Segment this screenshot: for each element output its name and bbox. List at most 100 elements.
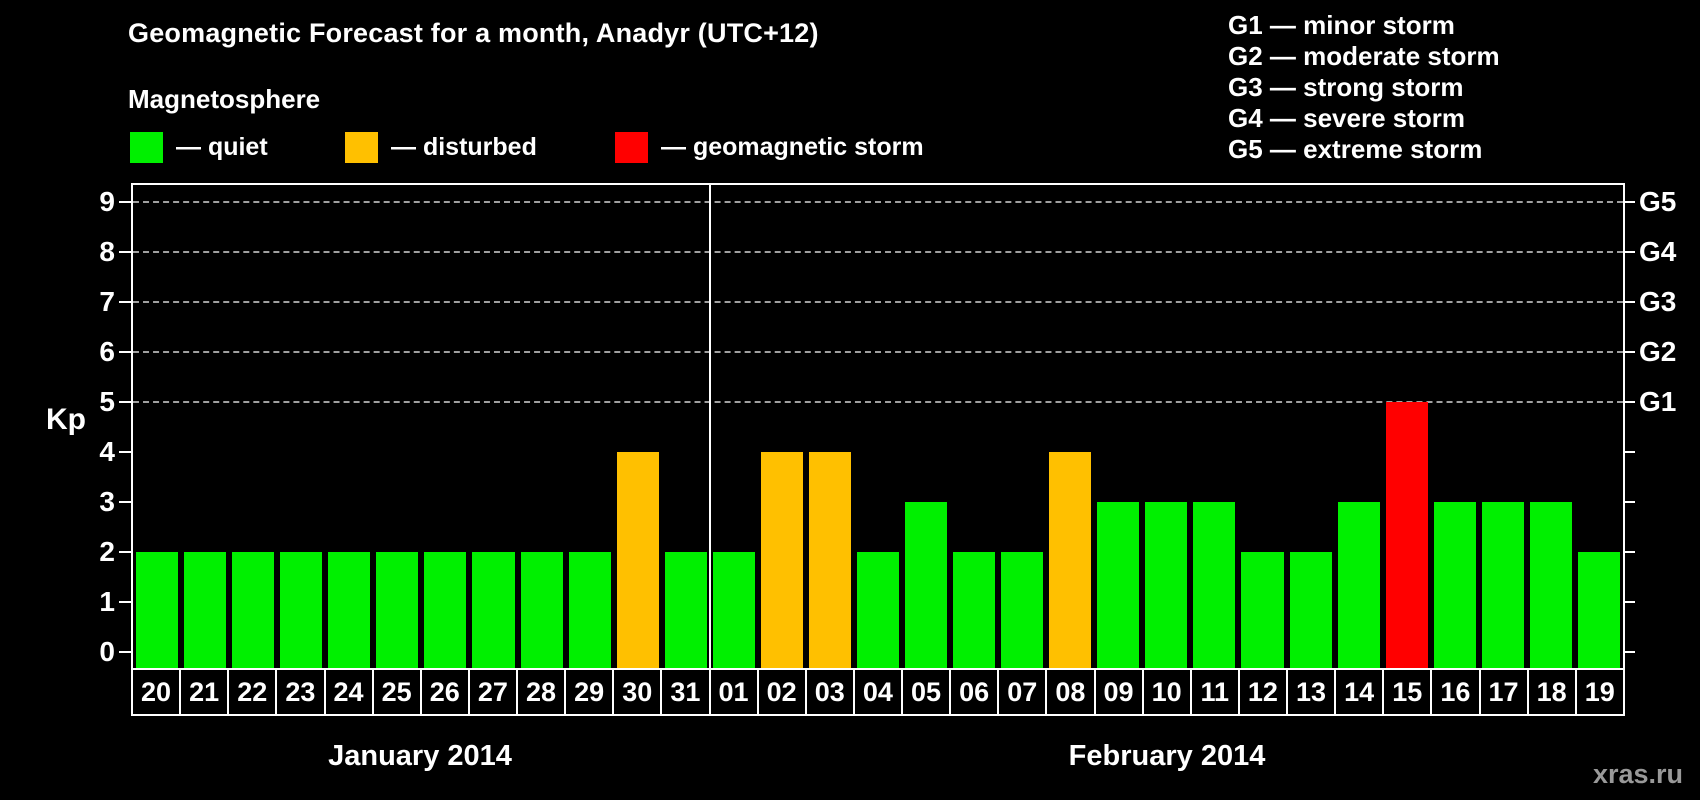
right-axis-tick-9 <box>1623 201 1635 203</box>
kp-bar-day-12-quiet <box>1241 552 1284 668</box>
storm-scale-g5: G5 — extreme storm <box>1228 134 1483 164</box>
date-cell-28: 28 <box>516 668 567 716</box>
right-axis-tick-0 <box>1623 651 1635 653</box>
left-axis-tick-7 <box>119 301 131 303</box>
date-cell-01: 01 <box>708 668 759 716</box>
kp-bar-day-21-quiet <box>184 552 227 668</box>
date-cell-30: 30 <box>612 668 663 716</box>
kp-bar-day-31-quiet <box>664 552 707 668</box>
right-axis-tick-6 <box>1623 351 1635 353</box>
date-cell-23: 23 <box>275 668 326 716</box>
right-axis-tick-3 <box>1623 501 1635 503</box>
date-cell-10: 10 <box>1141 668 1192 716</box>
legend-item-quiet: — quiet <box>130 131 268 163</box>
y-axis-tick-label-1: 1 <box>99 586 115 617</box>
date-cell-20: 20 <box>131 668 182 716</box>
kp-bar-day-16-quiet <box>1433 502 1476 668</box>
kp-bar-day-03-disturbed <box>808 452 851 668</box>
y-axis-tick-label-0: 0 <box>99 636 115 667</box>
gridline-kp-8 <box>133 251 1623 253</box>
month-label-january: January 2014 <box>328 740 512 772</box>
date-cell-03: 03 <box>804 668 855 716</box>
date-cell-18: 18 <box>1526 668 1577 716</box>
date-cell-29: 29 <box>564 668 615 716</box>
kp-bar-day-30-disturbed <box>616 452 659 668</box>
left-axis-tick-1 <box>119 601 131 603</box>
kp-bar-day-20-quiet <box>136 552 179 668</box>
right-axis-tick-4 <box>1623 451 1635 453</box>
y-axis-tick-label-3: 3 <box>99 486 115 517</box>
right-axis-tick-5 <box>1623 401 1635 403</box>
date-cell-25: 25 <box>371 668 422 716</box>
left-axis-tick-4 <box>119 451 131 453</box>
quiet-legend-label: — quiet <box>176 132 268 161</box>
storm-color-swatch <box>615 131 648 163</box>
date-cell-24: 24 <box>323 668 374 716</box>
date-cell-16: 16 <box>1430 668 1481 716</box>
gridline-kp-5 <box>133 401 1623 403</box>
kp-bar-day-25-quiet <box>376 552 419 668</box>
y-axis-tick-label-8: 8 <box>99 236 115 267</box>
kp-bar-day-29-quiet <box>568 552 611 668</box>
y-axis-tick-label-2: 2 <box>99 536 115 567</box>
left-axis-tick-0 <box>119 651 131 653</box>
date-cell-22: 22 <box>227 668 278 716</box>
y-axis-tick-label-4: 4 <box>99 436 115 467</box>
date-cell-02: 02 <box>756 668 807 716</box>
kp-bar-day-05-quiet <box>905 502 948 668</box>
date-cell-08: 08 <box>1045 668 1096 716</box>
month-separator-line <box>708 185 711 668</box>
kp-bar-day-22-quiet <box>232 552 275 668</box>
left-axis-tick-9 <box>119 201 131 203</box>
kp-bar-day-15-storm <box>1385 402 1428 668</box>
date-cell-26: 26 <box>419 668 470 716</box>
date-cell-09: 09 <box>1093 668 1144 716</box>
kp-bar-day-13-quiet <box>1289 552 1332 668</box>
left-axis-tick-6 <box>119 351 131 353</box>
legend-item-disturbed: — disturbed <box>345 131 537 163</box>
date-cell-07: 07 <box>997 668 1048 716</box>
page-title: Geomagnetic Forecast for a month, Anadyr… <box>128 18 819 48</box>
kp-bar-day-27-quiet <box>472 552 515 668</box>
kp-bar-day-14-quiet <box>1337 502 1380 668</box>
g-scale-axis-label-g4: G4 <box>1639 236 1677 267</box>
kp-bar-day-09-quiet <box>1097 502 1140 668</box>
gridline-kp-6 <box>133 351 1623 353</box>
g-scale-axis-label-g2: G2 <box>1639 336 1677 367</box>
left-axis-tick-8 <box>119 251 131 253</box>
y-axis-title-kp: Kp <box>46 403 86 436</box>
date-cell-13: 13 <box>1286 668 1337 716</box>
date-cell-27: 27 <box>467 668 518 716</box>
y-axis-tick-label-5: 5 <box>99 386 115 417</box>
left-axis-tick-3 <box>119 501 131 503</box>
storm-scale-g1: G1 — minor storm <box>1228 10 1455 40</box>
kp-bar-day-06-quiet <box>953 552 996 668</box>
disturbed-color-swatch <box>345 131 378 163</box>
kp-bar-day-24-quiet <box>328 552 371 668</box>
disturbed-legend-label: — disturbed <box>391 132 537 161</box>
kp-bar-day-23-quiet <box>280 552 323 668</box>
watermark-xras-ru: xras.ru <box>1592 759 1683 789</box>
quiet-color-swatch <box>130 131 163 163</box>
y-axis-tick-label-6: 6 <box>99 336 115 367</box>
month-label-february: February 2014 <box>1068 740 1266 772</box>
date-cell-05: 05 <box>901 668 952 716</box>
kp-bar-day-07-quiet <box>1001 552 1044 668</box>
kp-bar-day-10-quiet <box>1145 502 1188 668</box>
kp-bar-day-08-disturbed <box>1049 452 1092 668</box>
kp-bar-chart-plot-area: Kp 0 1 2 3 4 5 6 7 8 9 G1 G2 G3 G4 G5 <box>46 183 1676 668</box>
right-axis-tick-2 <box>1623 551 1635 553</box>
kp-bar-day-02-disturbed <box>760 452 803 668</box>
kp-bar-day-11-quiet <box>1193 502 1236 668</box>
date-cell-15: 15 <box>1382 668 1433 716</box>
kp-bar-day-01-quiet <box>712 552 755 668</box>
right-axis-tick-7 <box>1623 301 1635 303</box>
left-axis-tick-5 <box>119 401 131 403</box>
date-cell-11: 11 <box>1189 668 1240 716</box>
date-cell-17: 17 <box>1478 668 1529 716</box>
date-cell-12: 12 <box>1237 668 1288 716</box>
storm-scale-legend: G1 — minor storm G2 — moderate storm G3 … <box>1228 10 1500 165</box>
kp-bar-day-28-quiet <box>520 552 563 668</box>
kp-bar-day-17-quiet <box>1481 502 1524 668</box>
